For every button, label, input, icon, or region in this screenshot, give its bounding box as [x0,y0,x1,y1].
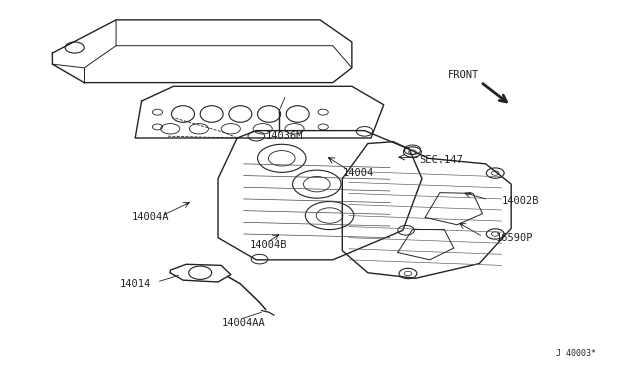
Text: 14014: 14014 [119,279,150,289]
Text: 14004A: 14004A [132,212,170,222]
Text: 14002B: 14002B [502,196,539,206]
Text: 14004B: 14004B [250,240,287,250]
Text: 14036M: 14036M [266,131,303,141]
Text: 14004: 14004 [342,168,374,178]
Text: 16590P: 16590P [495,233,532,243]
Text: J 40003*: J 40003* [556,350,596,359]
Text: FRONT: FRONT [447,70,479,80]
Text: SEC.147: SEC.147 [419,155,463,165]
Text: 14004AA: 14004AA [221,318,265,328]
